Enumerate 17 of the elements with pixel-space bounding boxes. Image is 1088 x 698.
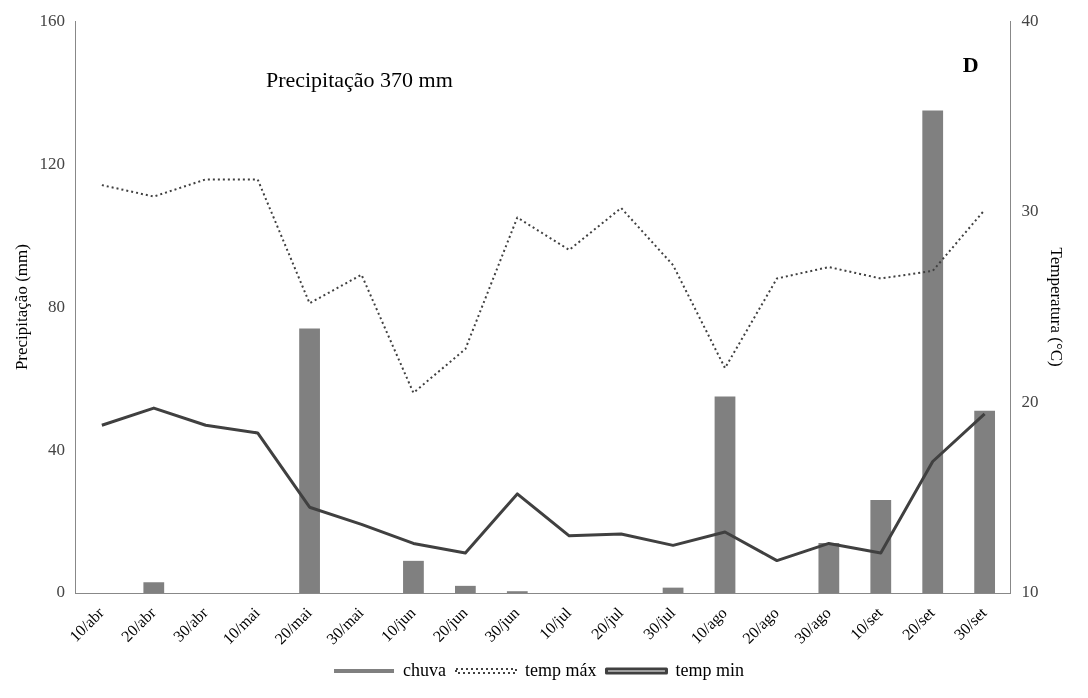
legend-label: temp min bbox=[675, 659, 744, 680]
annotation: Precipitação 370 mm bbox=[265, 66, 453, 92]
annotation: D bbox=[962, 51, 979, 77]
y2-tick-label: 10 bbox=[1021, 582, 1039, 602]
y-tick-label: 80 bbox=[47, 296, 65, 316]
y2-tick-label: 20 bbox=[1021, 391, 1039, 411]
legend-label: chuva bbox=[403, 659, 447, 680]
y2-axis-title: Temperatura (°C) bbox=[1047, 247, 1067, 367]
y-axis-title: Precipitação (mm) bbox=[11, 244, 31, 371]
y2-tick-label: 40 bbox=[1021, 10, 1039, 30]
y-tick-label: 0 bbox=[56, 582, 65, 602]
y-tick-label: 160 bbox=[39, 10, 65, 30]
y-tick-label: 120 bbox=[39, 153, 65, 173]
y-tick-label: 40 bbox=[47, 439, 65, 459]
y2-tick-label: 30 bbox=[1021, 201, 1039, 221]
line-series bbox=[100, 178, 986, 394]
legend-label: temp máx bbox=[525, 659, 597, 680]
